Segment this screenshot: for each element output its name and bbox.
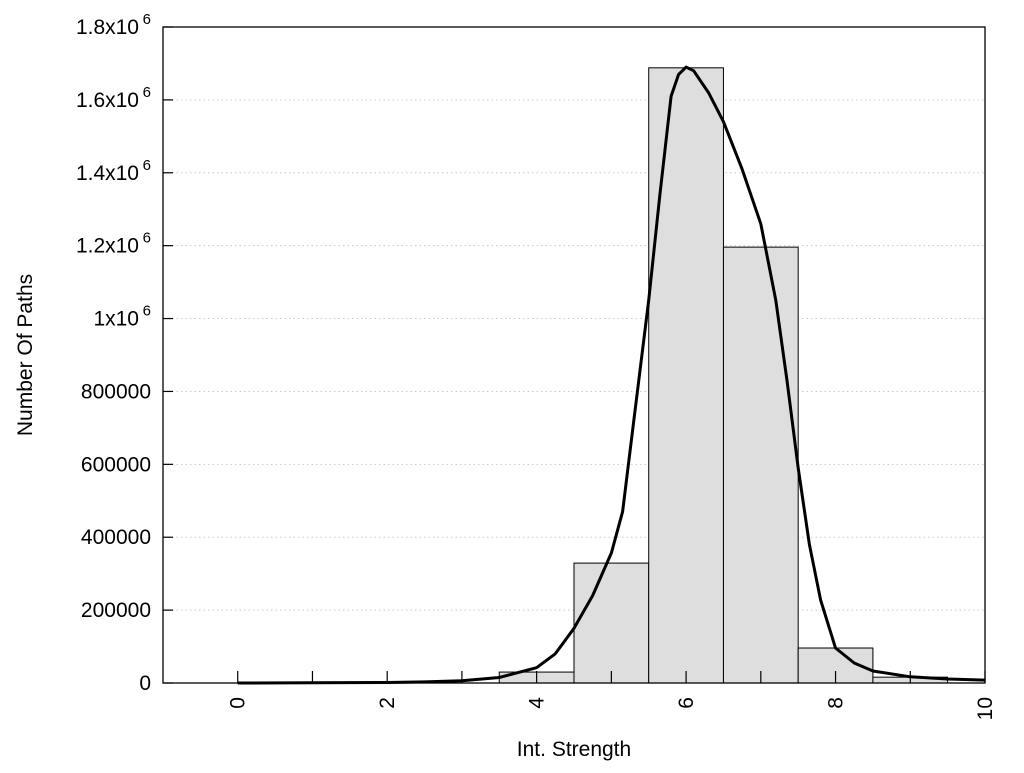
y-tick-label: 0 (139, 672, 151, 695)
y-tick-label: 400000 (81, 526, 151, 549)
plot-frame (162, 26, 986, 684)
histogram-bar (648, 67, 724, 684)
y-axis-label: Number Of Paths (14, 274, 37, 436)
y-tick-label-exponent: 6 (143, 157, 151, 174)
x-tick-label: 8 (825, 697, 848, 709)
y-tick-label: 600000 (81, 453, 151, 476)
histogram-bar (722, 246, 799, 684)
y-tick-label-exponent: 6 (143, 84, 151, 101)
y-tick-label: 1x10 (93, 308, 139, 331)
y-tick-label: 1.2x10 (76, 235, 139, 258)
y-tick-label: 1.4x10 (76, 162, 139, 185)
x-axis-label: Int. Strength (517, 738, 631, 761)
bars (498, 67, 949, 684)
fit-curve-line (237, 65, 986, 685)
x-axis-ticks: 0 2 4 6 8 10 (227, 671, 997, 720)
y-tick-label: 200000 (81, 599, 151, 622)
y-tick-label-exponent: 6 (143, 230, 151, 247)
x-tick-label: 6 (675, 697, 698, 709)
x-tick-label: 10 (974, 697, 997, 720)
gridlines (163, 99, 985, 611)
y-tick-label: 800000 (81, 380, 151, 403)
y-tick-label-exponent: 6 (143, 11, 151, 28)
x-tick-label: 2 (376, 697, 399, 709)
x-tick-label: 4 (526, 697, 549, 709)
y-tick-label: 1.8x10 (76, 16, 139, 39)
y-tick-label: 1.6x10 (76, 89, 139, 112)
fit-curve (237, 65, 986, 685)
y-tick-label-exponent: 6 (143, 303, 151, 320)
histogram-bar (573, 562, 650, 684)
x-tick-label: 0 (227, 697, 250, 709)
